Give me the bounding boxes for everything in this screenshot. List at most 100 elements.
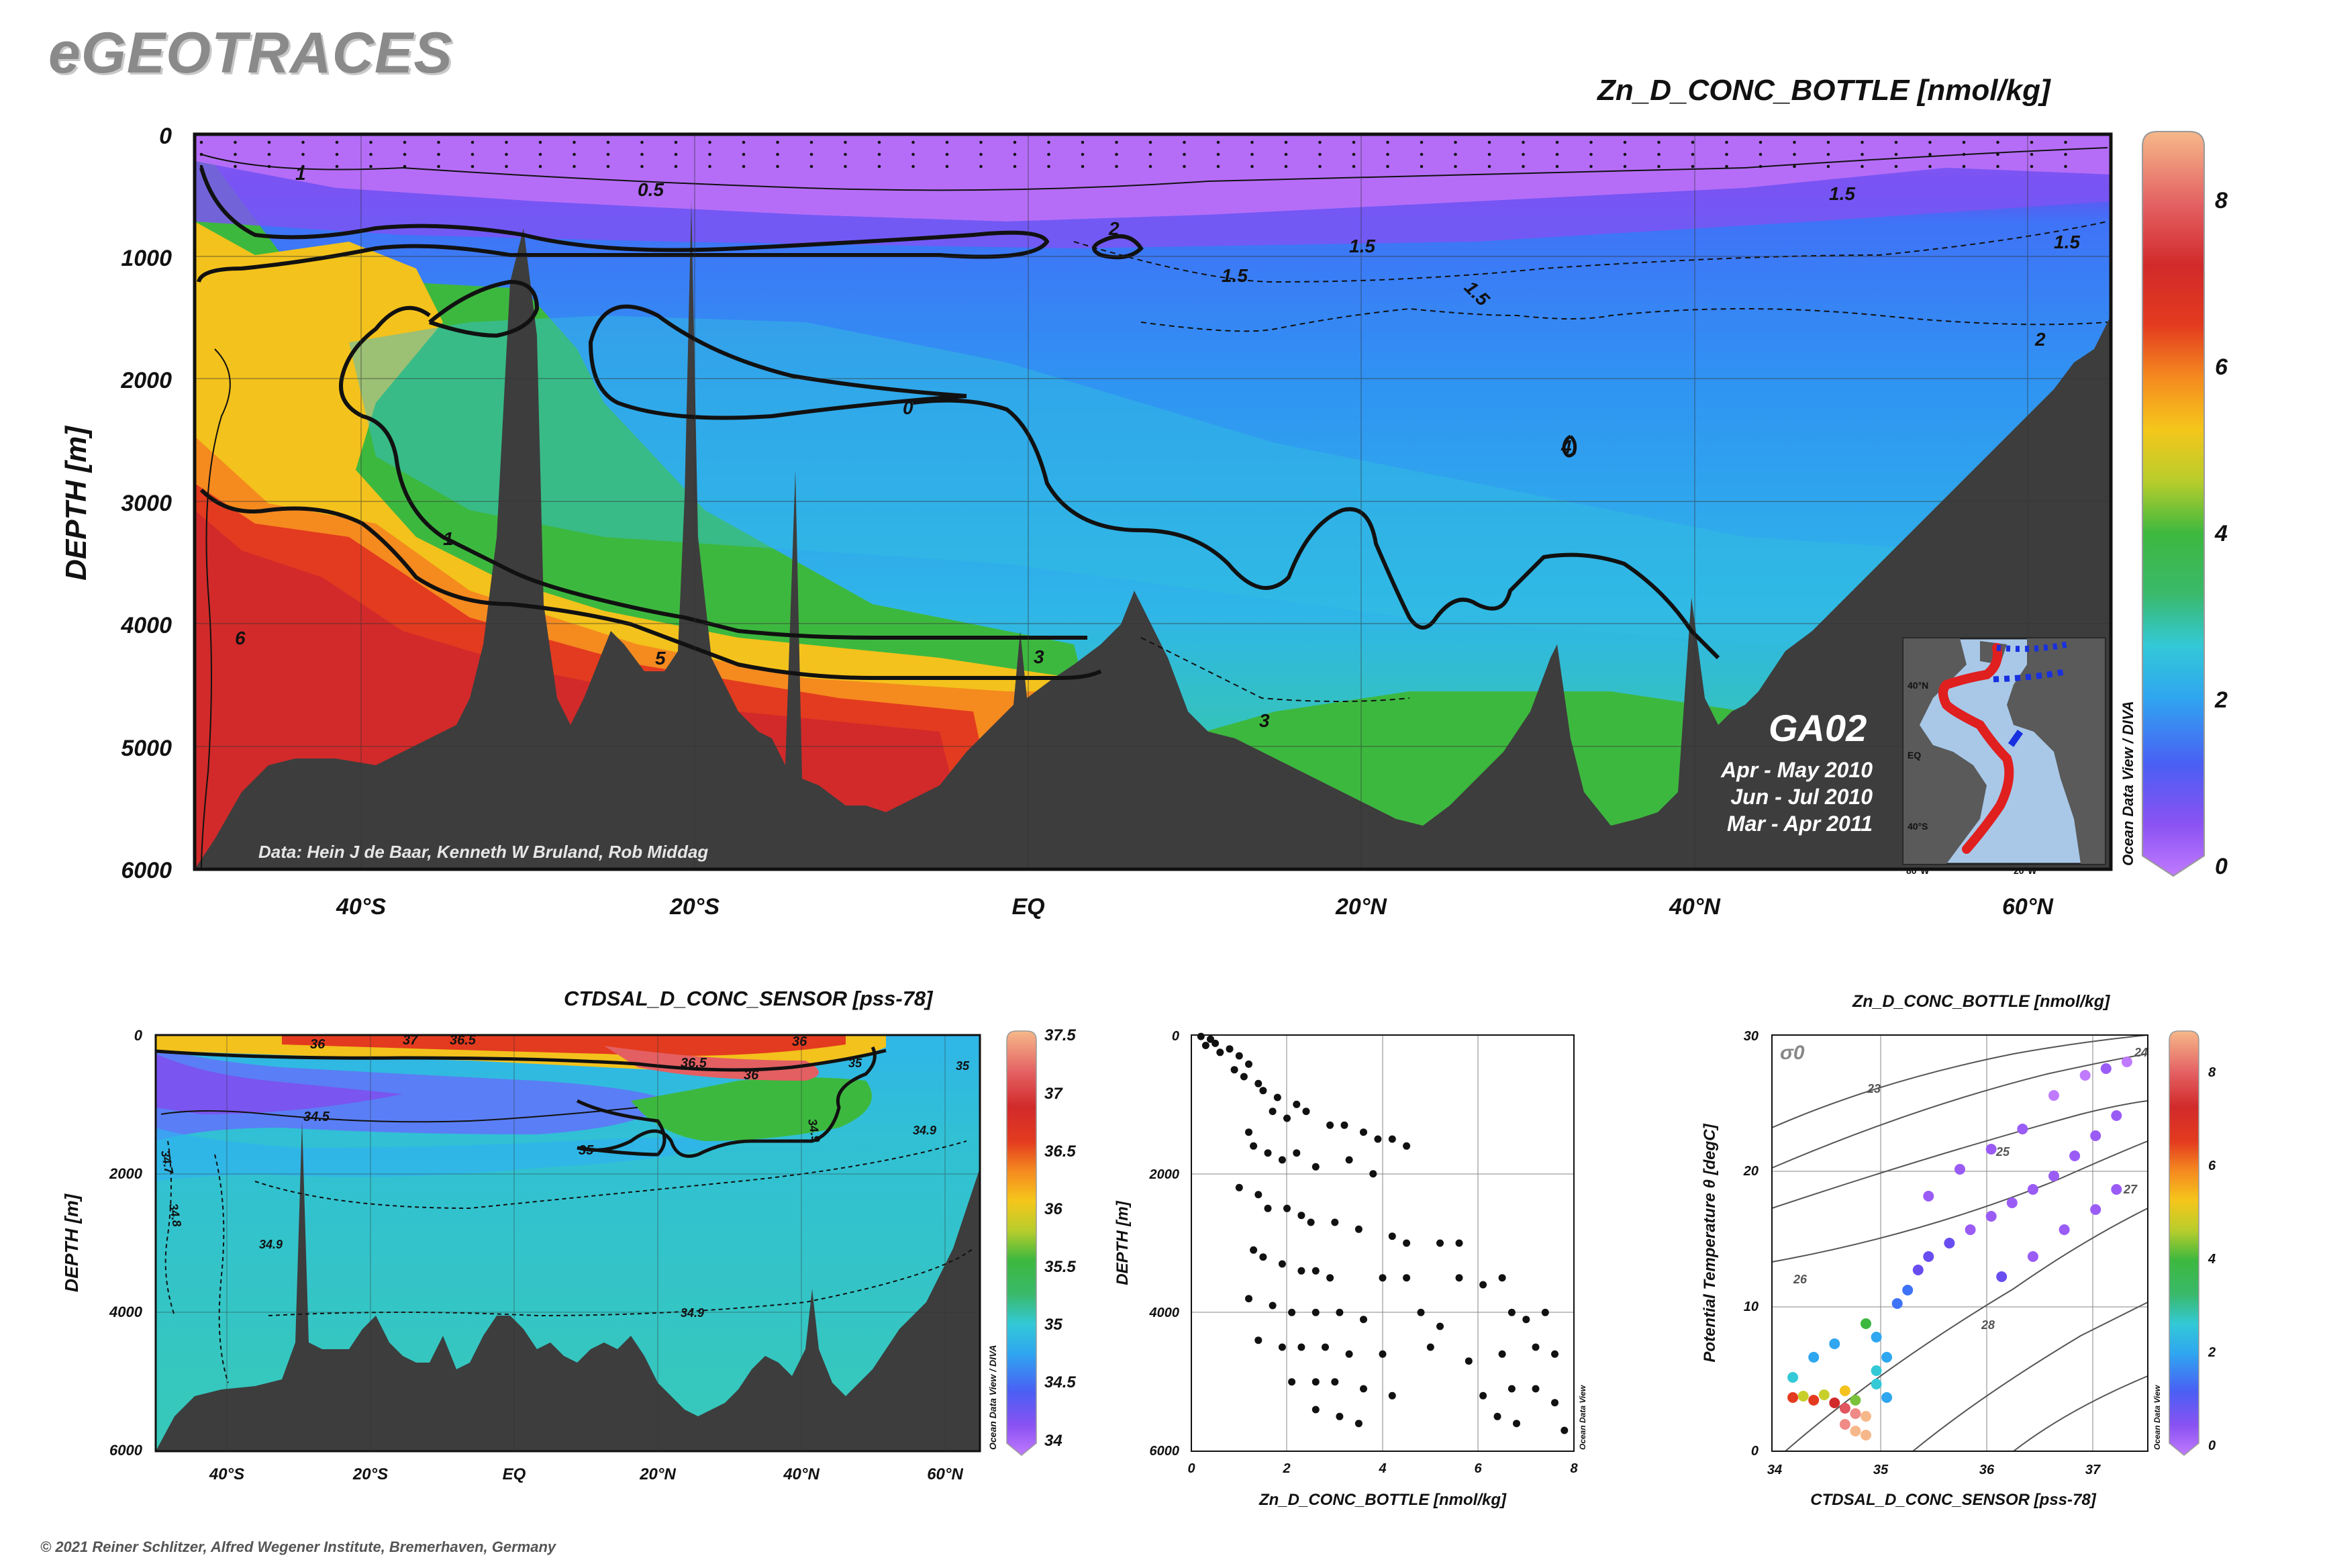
station-marker	[1454, 140, 1457, 144]
zn-profile-x-label: Zn_D_CONC_BOTTLE [nmol/kg]	[1258, 1491, 1507, 1509]
zn-profile-y-label: DEPTH [m]	[1113, 1200, 1132, 1285]
colorbar-tick: 6	[2215, 354, 2228, 380]
station-marker	[1250, 140, 1254, 144]
profile-point	[1288, 1378, 1296, 1386]
station-marker	[1487, 164, 1491, 168]
profile-point	[1417, 1308, 1425, 1316]
profile-point	[1293, 1149, 1301, 1157]
ts-isopycnals	[1771, 1034, 2148, 1452]
station-marker	[199, 140, 203, 144]
main-seafloor	[195, 201, 2111, 869]
station-marker	[1861, 164, 1864, 168]
colorbar-tick: 34.5	[1044, 1373, 1076, 1391]
profile-point	[1311, 1267, 1320, 1275]
ts-point	[1839, 1419, 1850, 1430]
station-marker	[199, 164, 203, 168]
profile-point	[1331, 1378, 1339, 1386]
main-colorbar: 0 2 4 6 8	[2142, 131, 2228, 879]
station-marker	[1861, 152, 1864, 156]
inset-lat-label: 40°S	[1908, 821, 1928, 832]
ts-point	[2027, 1251, 2038, 1262]
station-marker	[1386, 152, 1389, 156]
profile-point	[1532, 1343, 1540, 1351]
ts-point	[1787, 1372, 1799, 1383]
profile-point	[1269, 1302, 1277, 1310]
profile-point	[1307, 1218, 1315, 1226]
station-marker	[708, 152, 711, 156]
profile-point	[1254, 1079, 1262, 1087]
station-marker	[1148, 152, 1152, 156]
profile-point	[1240, 1073, 1248, 1081]
profile-point	[1498, 1274, 1506, 1282]
station-marker	[1318, 140, 1322, 144]
salinity-colorbar: 37.5 37 36.5 36 35.5 35 34.5 34	[1006, 1026, 1076, 1456]
main-chart-title: Zn_D_CONC_BOTTLE [nmol/kg]	[1597, 74, 2050, 107]
station-marker	[335, 140, 339, 144]
station-marker	[1386, 140, 1389, 144]
station-marker	[1962, 164, 1966, 168]
colorbar-tick: 4	[2208, 1252, 2216, 1267]
profile-point	[1250, 1142, 1258, 1150]
station-marker	[1928, 140, 1932, 144]
ts-y-label: Potential Temperature θ [degC]	[1701, 1123, 1719, 1362]
ts-point	[1850, 1395, 1861, 1406]
x-tick-label: 60°N	[2002, 894, 2054, 920]
station-marker	[1284, 164, 1288, 168]
colorbar-tick: 37	[1044, 1085, 1063, 1103]
station-marker	[1047, 152, 1050, 156]
station-marker	[1454, 164, 1457, 168]
station-marker	[1047, 164, 1050, 168]
x-tick-label: EQ	[1011, 894, 1044, 920]
ts-point	[1985, 1211, 1997, 1222]
profile-point	[1283, 1114, 1291, 1122]
station-marker	[471, 140, 475, 144]
station-marker	[1826, 140, 1830, 144]
station-marker	[471, 164, 475, 168]
station-marker	[1183, 152, 1186, 156]
profile-point	[1374, 1135, 1382, 1143]
y-tick-label: 0	[1172, 1029, 1179, 1044]
egeotraces-logo: eGEOTRACES	[48, 21, 453, 85]
cruise-date: Mar - Apr 2011	[1727, 812, 1873, 836]
section-name: GA02	[1769, 707, 1867, 749]
station-marker	[2030, 164, 2034, 168]
profile-point	[1403, 1239, 1411, 1247]
station-marker	[776, 152, 779, 156]
station-marker	[505, 152, 508, 156]
station-marker	[979, 140, 983, 144]
y-tick-label: 30	[1744, 1029, 1759, 1044]
x-tick-label: 40°S	[336, 894, 386, 920]
inset-map: 40°N EQ 40°S 80°W 20°W	[1902, 637, 2106, 876]
station-marker	[1420, 152, 1424, 156]
station-marker	[674, 140, 678, 144]
station-marker	[1318, 164, 1322, 168]
station-marker	[911, 140, 915, 144]
ts-point	[1861, 1411, 1871, 1422]
contour-label: 34.9	[913, 1124, 936, 1137]
main-grid	[195, 134, 2111, 869]
profile-point	[1455, 1274, 1463, 1282]
ts-point	[1965, 1224, 1976, 1235]
profile-point	[1264, 1149, 1272, 1157]
station-marker	[1115, 152, 1118, 156]
station-marker	[1996, 164, 1999, 168]
ts-point	[1923, 1191, 1934, 1202]
ts-axes: 0 10 20 30 34 35 36 37 CTDSAL_D_CONC_SEN…	[1701, 1029, 2162, 1509]
colorbar-tick: 4	[2214, 521, 2228, 546]
y-tick-label: 2000	[109, 1165, 143, 1182]
station-marker	[1725, 140, 1728, 144]
contour-label: 1	[295, 163, 306, 184]
ts-point	[1808, 1395, 1820, 1406]
profile-point	[1278, 1260, 1286, 1268]
colorbar-tick: 37.5	[1044, 1026, 1076, 1044]
ts-point	[1839, 1385, 1850, 1396]
profile-point	[1388, 1232, 1396, 1240]
contour-label: 3	[1259, 710, 1270, 731]
ts-point	[1881, 1392, 1893, 1403]
profile-point	[1331, 1218, 1339, 1226]
ts-grid	[1772, 1035, 2148, 1451]
station-marker	[234, 140, 237, 144]
station-marker	[1420, 164, 1424, 168]
station-marker	[1826, 152, 1830, 156]
profile-point	[1230, 1066, 1238, 1074]
